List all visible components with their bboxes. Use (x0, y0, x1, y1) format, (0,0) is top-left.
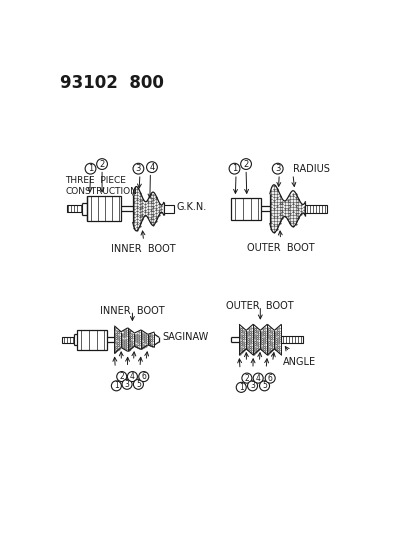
Text: 1: 1 (88, 164, 93, 173)
Bar (86, 196, 121, 221)
Circle shape (259, 381, 269, 391)
Text: 2: 2 (99, 159, 104, 168)
Text: 5: 5 (261, 381, 266, 390)
Bar (62, 336, 74, 343)
Circle shape (240, 159, 251, 169)
Circle shape (138, 372, 148, 382)
Text: 2: 2 (243, 159, 248, 168)
Circle shape (146, 161, 157, 173)
Bar (66, 205, 82, 212)
Text: 4: 4 (255, 374, 260, 383)
Circle shape (133, 379, 143, 389)
Bar (231, 198, 260, 220)
Circle shape (97, 159, 107, 169)
Circle shape (122, 379, 132, 389)
Text: INNER  BOOT: INNER BOOT (111, 244, 176, 254)
Text: THREE  PIECE
CONSTRUCTION: THREE PIECE CONSTRUCTION (65, 176, 137, 196)
Text: SAGINAW: SAGINAW (162, 332, 208, 342)
Text: 93102  800: 93102 800 (60, 74, 164, 92)
Circle shape (228, 163, 239, 174)
Text: 3: 3 (135, 164, 141, 173)
Text: OUTER  BOOT: OUTER BOOT (226, 301, 293, 311)
Circle shape (265, 373, 275, 383)
Text: 6: 6 (141, 372, 146, 381)
Text: 1: 1 (231, 164, 237, 173)
Text: OUTER  BOOT: OUTER BOOT (246, 244, 313, 253)
Text: 4: 4 (130, 372, 135, 381)
Text: 1: 1 (114, 381, 119, 390)
Circle shape (272, 163, 282, 174)
Text: 1: 1 (238, 383, 243, 392)
Circle shape (111, 381, 121, 391)
Circle shape (85, 163, 96, 174)
Bar (305, 205, 326, 213)
Circle shape (236, 382, 246, 392)
Text: 3: 3 (274, 164, 280, 173)
Text: 2: 2 (244, 374, 249, 383)
Text: 4: 4 (149, 163, 154, 172)
Text: 2: 2 (119, 372, 124, 381)
Bar (281, 336, 302, 343)
Bar (163, 205, 173, 213)
Text: ANGLE: ANGLE (282, 357, 316, 367)
Text: 6: 6 (267, 374, 272, 383)
Circle shape (241, 373, 251, 383)
Text: 5: 5 (135, 380, 140, 389)
Text: 3: 3 (124, 380, 129, 389)
Circle shape (133, 163, 143, 174)
Text: INNER  BOOT: INNER BOOT (100, 306, 164, 316)
Circle shape (127, 372, 137, 382)
Text: RADIUS: RADIUS (292, 164, 329, 174)
Circle shape (116, 372, 126, 382)
Circle shape (253, 373, 263, 383)
Text: 3: 3 (249, 381, 254, 390)
Bar (77, 329, 107, 350)
Text: G.K.N.: G.K.N. (176, 202, 206, 212)
Circle shape (247, 381, 257, 391)
